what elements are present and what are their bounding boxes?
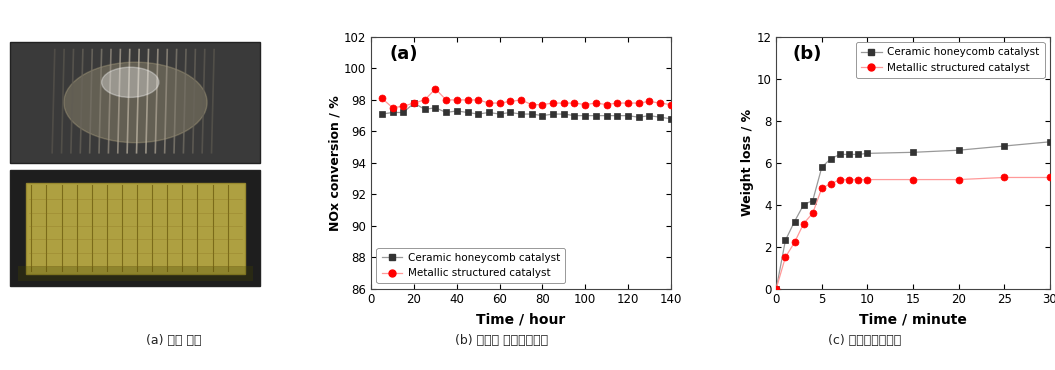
Ellipse shape xyxy=(64,62,207,143)
Legend: Ceramic honeycomb catalyst, Metallic structured catalyst: Ceramic honeycomb catalyst, Metallic str… xyxy=(377,248,565,283)
Text: (a): (a) xyxy=(389,44,418,63)
Y-axis label: NOx conversion / %: NOx conversion / % xyxy=(328,95,341,231)
Legend: Ceramic honeycomb catalyst, Metallic structured catalyst: Ceramic honeycomb catalyst, Metallic str… xyxy=(856,42,1044,78)
Bar xyxy=(11,42,261,163)
Bar xyxy=(11,170,261,286)
Bar xyxy=(26,183,245,273)
Y-axis label: Weight loss / %: Weight loss / % xyxy=(741,109,753,216)
X-axis label: Time / hour: Time / hour xyxy=(477,312,565,326)
Bar xyxy=(18,266,252,281)
Text: (c) 초음파시험결과: (c) 초음파시험결과 xyxy=(828,334,902,347)
Text: (b) 장시간 성능평가결과: (b) 장시간 성능평가결과 xyxy=(455,334,548,347)
Text: (b): (b) xyxy=(792,44,822,63)
Ellipse shape xyxy=(101,67,159,97)
Text: (a) 금속 촉매: (a) 금속 촉매 xyxy=(147,334,202,347)
X-axis label: Time / minute: Time / minute xyxy=(859,312,967,326)
